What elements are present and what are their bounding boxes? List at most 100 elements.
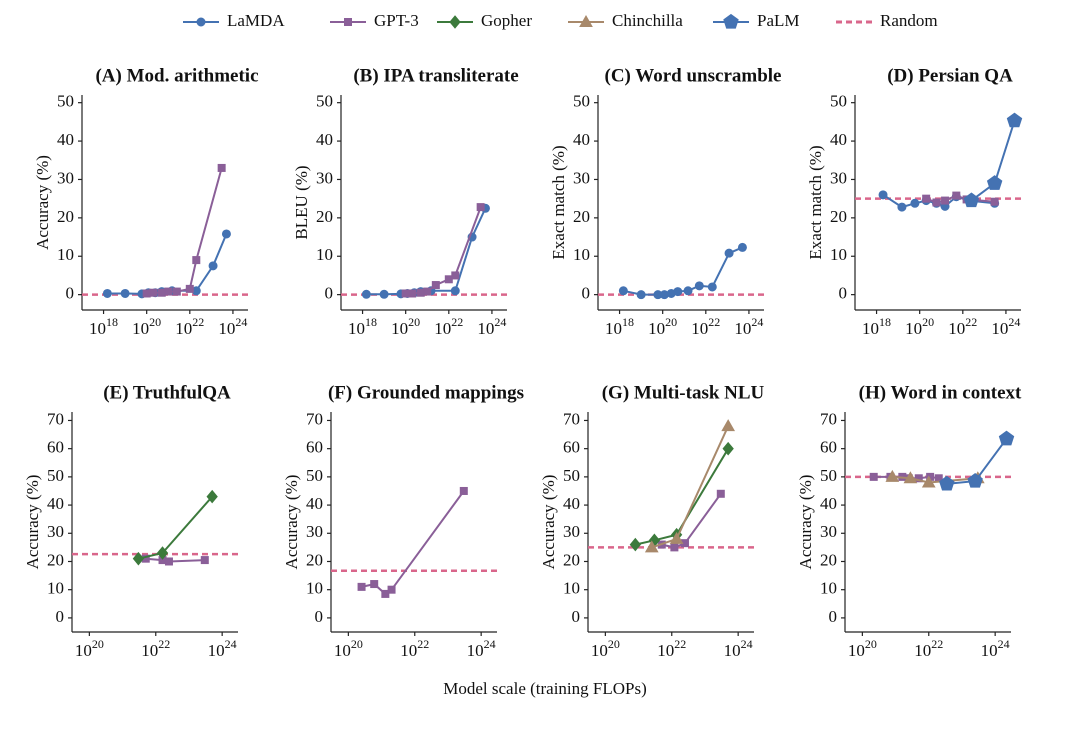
panel-title: (B) IPA transliterate [353,65,518,86]
legend-label: Random [880,11,938,30]
y-tick-label: 50 [820,466,837,485]
y-tick-label: 60 [563,438,580,457]
marker [990,197,999,206]
y-tick-label: 60 [820,438,837,457]
y-tick-label: 10 [47,579,64,598]
y-tick-label: 40 [573,130,590,149]
y-tick-label: 10 [563,579,580,598]
y-tick-label: 10 [316,245,333,264]
y-tick-label: 10 [306,579,323,598]
y-tick-label: 30 [820,522,837,541]
y-tick-label: 70 [306,409,323,428]
y-tick-label: 10 [820,579,837,598]
x-tick-label: 1024 [477,315,506,338]
marker [998,430,1015,446]
x-tick-label: 1024 [208,637,237,660]
marker [721,419,736,432]
x-tick-label: 1024 [734,315,763,338]
y-tick-label: 70 [820,409,837,428]
marker [387,585,396,594]
marker [142,289,151,298]
marker [423,287,432,296]
marker [636,290,646,300]
x-tick-label: 1020 [334,637,363,660]
y-tick-label: 30 [573,168,590,187]
x-tick-label: 1024 [467,637,496,660]
x-tick-label: 1020 [391,315,420,338]
y-tick-label: 0 [315,607,324,626]
y-tick-label: 50 [316,92,333,111]
x-tick-label: 1020 [648,315,677,338]
marker [737,242,747,252]
series-line [361,490,465,596]
y-axis-label: Accuracy (%) [23,475,42,570]
marker [724,248,734,258]
y-tick-label: 50 [57,92,74,111]
y-tick-label: 10 [830,245,847,264]
x-tick-label: 1020 [848,637,877,660]
panel-title: (C) Word unscramble [605,65,782,86]
x-tick-label: 1022 [914,637,943,660]
x-tick-label: 1022 [400,637,429,660]
y-tick-label: 40 [47,494,64,513]
marker [401,289,410,298]
series-line [146,167,223,295]
marker [156,546,169,560]
y-tick-label: 20 [830,207,847,226]
marker [357,582,366,591]
y-tick-label: 10 [573,245,590,264]
marker [673,287,683,297]
marker [967,472,983,488]
x-tick-label: 1022 [948,315,977,338]
marker [476,203,485,212]
marker [878,190,888,200]
marker [922,194,931,203]
marker [670,543,679,552]
y-tick-label: 50 [830,92,847,111]
marker [450,286,460,296]
y-tick-label: 0 [56,607,65,626]
y-tick-label: 40 [57,130,74,149]
marker [120,288,130,298]
y-axis-label: Exact match (%) [806,145,825,259]
panel-title: (F) Grounded mappings [328,382,524,403]
y-tick-label: 10 [57,245,74,264]
x-axis-label: Model scale (training FLOPs) [443,679,647,698]
x-tick-label: 1022 [141,637,170,660]
marker [149,288,158,297]
panel-title: (E) TruthfulQA [103,382,231,403]
y-tick-label: 0 [572,607,581,626]
y-tick-label: 30 [563,522,580,541]
y-tick-label: 0 [839,284,848,303]
series-line [145,557,205,563]
y-tick-label: 0 [325,284,334,303]
y-axis-label: Accuracy (%) [796,475,815,570]
y-tick-label: 50 [47,466,64,485]
panel-title: (A) Mod. arithmetic [95,65,258,86]
marker [200,556,209,565]
y-tick-label: 20 [316,207,333,226]
marker [669,531,684,544]
marker [192,256,201,265]
x-tick-label: 1018 [605,315,634,338]
x-tick-label: 1018 [862,315,891,338]
x-tick-label: 1024 [991,315,1020,338]
marker [869,472,878,481]
marker [206,489,218,504]
y-tick-label: 0 [829,607,838,626]
y-axis-label: Accuracy (%) [539,475,558,570]
marker [722,441,734,456]
y-tick-label: 30 [57,168,74,187]
series-line [661,493,722,549]
y-tick-label: 50 [573,92,590,111]
marker [164,287,173,296]
legend-label: LaMDA [227,11,285,30]
y-tick-label: 40 [830,130,847,149]
marker [921,475,936,488]
marker [172,287,181,296]
legend-label: Gopher [481,11,532,30]
x-tick-label: 1024 [724,637,753,660]
marker [132,551,145,566]
legend-label: PaLM [757,11,800,30]
marker [379,289,389,299]
